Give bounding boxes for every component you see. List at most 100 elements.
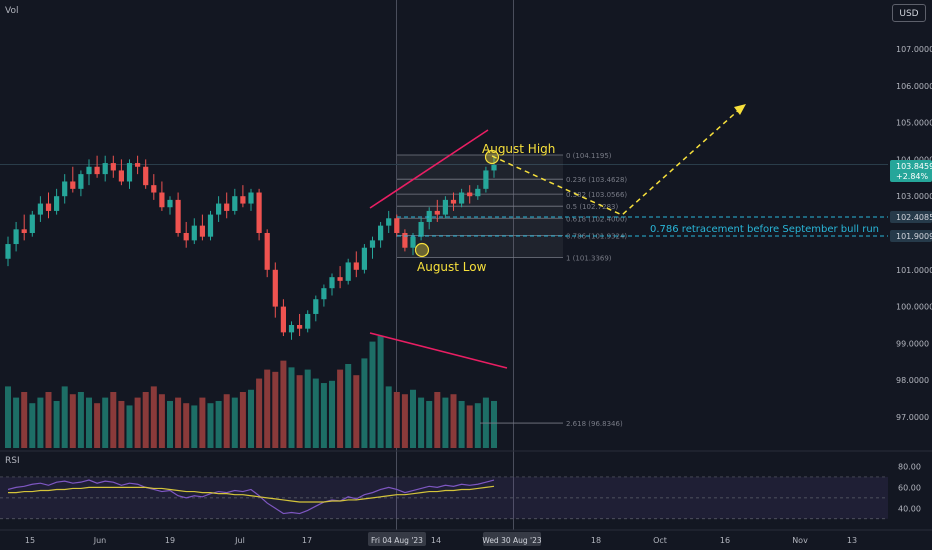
volume-bar [207,403,214,448]
volume-bar [256,378,263,448]
price-badge-value: 102.4085 [896,213,932,222]
price-tick-label: 105.0000 [896,119,932,128]
candle-body [175,199,181,233]
time-highlight-badge [483,532,541,546]
price-tick-label: 101.0000 [896,266,932,275]
candle-body [386,218,392,226]
candle-body [126,163,133,182]
time-tick-label: 16 [720,536,730,545]
candle-body [369,240,376,248]
candle-body [21,229,27,233]
candle-body [232,196,238,211]
volume-bar [248,389,254,448]
fib-level-label: 0.618 (102.4000) [566,215,627,223]
candle-body [167,199,173,208]
rsi-tick-label: 80.00 [898,462,921,471]
volume-bar [175,397,182,448]
candle-body [248,192,254,204]
candle-body [45,203,52,211]
candle-body [54,196,60,211]
volume-bar [118,400,125,448]
volume-bar [94,403,101,448]
candle-body [199,225,205,237]
volume-bar [329,380,335,448]
highlight-bands [0,0,888,530]
fib-level-label: 0.382 (103.0566) [566,191,627,199]
price-badge [890,230,932,242]
volume-bar [110,392,117,448]
august-high-label: August High [482,142,555,156]
candle-body [280,306,286,333]
volume-bar [158,394,165,448]
rsi-tick-label: 40.00 [898,504,921,513]
volume-bar [272,371,279,448]
volume-bar [369,341,376,448]
candle-body [5,244,11,259]
price-tick-label: 97.0000 [896,413,929,422]
volume-bar [77,392,84,448]
time-tick-label: 18 [591,536,601,545]
volume-bar [150,386,157,448]
price-axis[interactable]: 107.0000 106.0000 105.0000 104.0000 103.0000… [890,45,932,422]
rsi-line [7,479,495,515]
time-tick-label: 19 [165,536,175,545]
candle-body [207,214,214,237]
price-badge [890,211,932,223]
candle-body [70,181,76,189]
candle-body [313,299,319,314]
rsi-tick-label: 60.00 [898,483,921,492]
volume-bar [134,397,141,448]
volume-bar [410,389,416,448]
volume-bar [13,397,20,448]
volume-bar [304,369,311,448]
volume-bar [86,397,92,448]
time-tick-label: Nov [792,536,808,545]
volume-bar [280,360,287,448]
time-axis[interactable]: 15 Jun 19 Jul 17 14 18 Oct 16 Nov 13 Fri 04 Aug '23… [0,529,932,546]
time-tick-label: Oct [653,536,667,545]
time-tick-label: 17 [302,536,312,545]
candle-body [450,199,457,204]
candle-body [345,262,351,281]
candle-body [13,229,19,245]
candle-body [62,181,68,197]
drawings[interactable]: August High August Low 0.786 retracement b… [369,104,888,369]
candle-body [288,325,295,333]
projection-path [491,106,743,216]
price-badge-value: 103.8459 [896,162,932,171]
volume-bar [353,375,360,448]
candle-body [337,277,343,281]
candle-body [434,210,440,215]
lower-trendline [369,332,508,369]
volume-bar [29,403,36,448]
volume-bar [296,375,303,448]
candle-body [224,203,230,211]
candle-body [143,166,149,186]
price-tick-label: 103.0000 [896,192,932,201]
volume-bar [466,405,473,448]
currency-button[interactable]: USD [892,4,926,22]
candle-body [410,236,416,248]
volume-bar [21,392,28,448]
volume-bar [337,369,344,448]
candle-body [183,233,189,241]
price-tick-label: 104.0000 [896,155,932,164]
candle-body [418,221,424,237]
upper-trendline [369,129,489,209]
volume-bar [288,367,295,448]
volume-bar [53,400,60,448]
time-highlight-badge [368,532,426,546]
volume-bar [442,397,449,448]
fibonacci-retracement[interactable]: 0 (104.1195) 0.236 (103.4628) 0.382 (103.0… [397,152,627,428]
volume-bar [61,386,68,448]
candle-body [78,174,84,189]
price-tick-label: 106.0000 [896,82,932,91]
candle-body [475,188,481,197]
volume-bar [191,405,198,448]
cursor-line-end [513,0,514,530]
candle-body [216,203,222,215]
volume-bar [183,403,190,448]
volume-bar [142,392,149,448]
rsi-pane: 80.00 60.00 40.00 [0,450,932,520]
